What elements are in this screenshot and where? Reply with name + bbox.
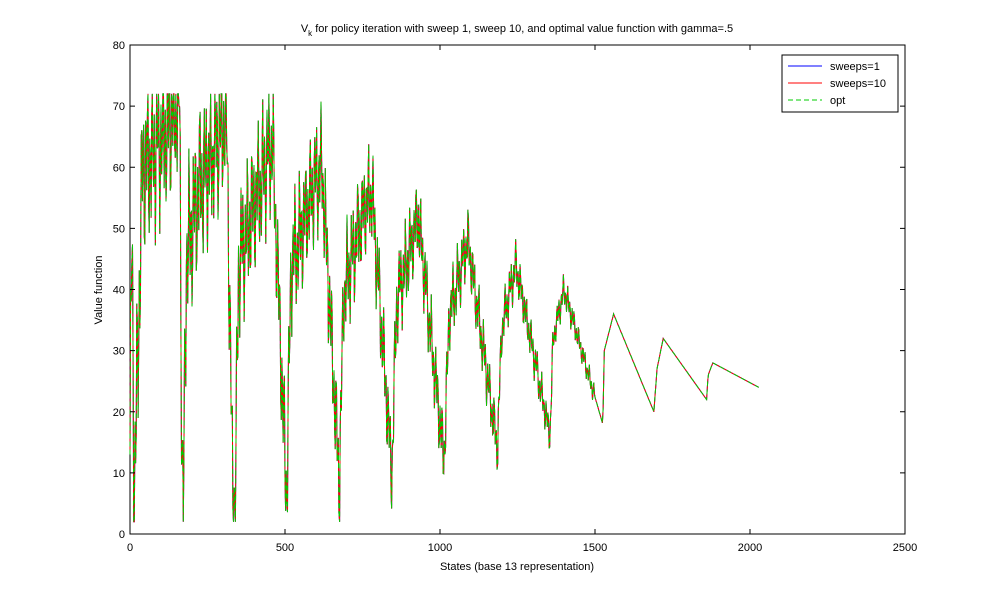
series-line-opt [129, 93, 759, 523]
y-tick-label: 70 [113, 101, 125, 113]
y-tick-label: 0 [119, 529, 125, 541]
x-tick-label: 2000 [738, 542, 762, 554]
y-tick-label: 30 [113, 346, 125, 358]
y-axis-label: Value function [93, 256, 105, 325]
x-tick-label: 0 [127, 542, 133, 554]
y-tick-label: 50 [113, 223, 125, 235]
y-tick-label: 10 [113, 468, 125, 480]
legend-entries: sweeps=1 sweeps=10 opt [788, 61, 886, 107]
y-tick-label: 40 [113, 285, 125, 297]
plot-area [129, 44, 906, 535]
chart-title: Vk for policy iteration with sweep 1, sw… [301, 23, 733, 38]
y-tick-label: 60 [113, 162, 125, 174]
y-tick-label: 20 [113, 407, 125, 419]
legend: sweeps=1 sweeps=10 opt [781, 54, 899, 113]
legend-label: opt [830, 95, 845, 107]
ticks-layer: 0 500 1000 1500 2000 2500 0 10 20 30 40 50 60 70 80 [113, 40, 917, 554]
x-tick-label: 2500 [893, 542, 917, 554]
chart-title-rest: for policy iteration with sweep 1, sweep… [312, 23, 733, 35]
series-layer [129, 93, 759, 523]
legend-label: sweeps=10 [830, 78, 886, 90]
chart-title-main: V [301, 23, 309, 35]
x-axis-label: States (base 13 representation) [440, 561, 594, 573]
x-tick-label: 1000 [428, 542, 452, 554]
chart-title-subscript: k [308, 29, 313, 38]
legend-label: sweeps=1 [830, 61, 880, 73]
x-tick-label: 500 [276, 542, 294, 554]
y-tick-label: 80 [113, 40, 125, 52]
x-tick-label: 1500 [583, 542, 607, 554]
